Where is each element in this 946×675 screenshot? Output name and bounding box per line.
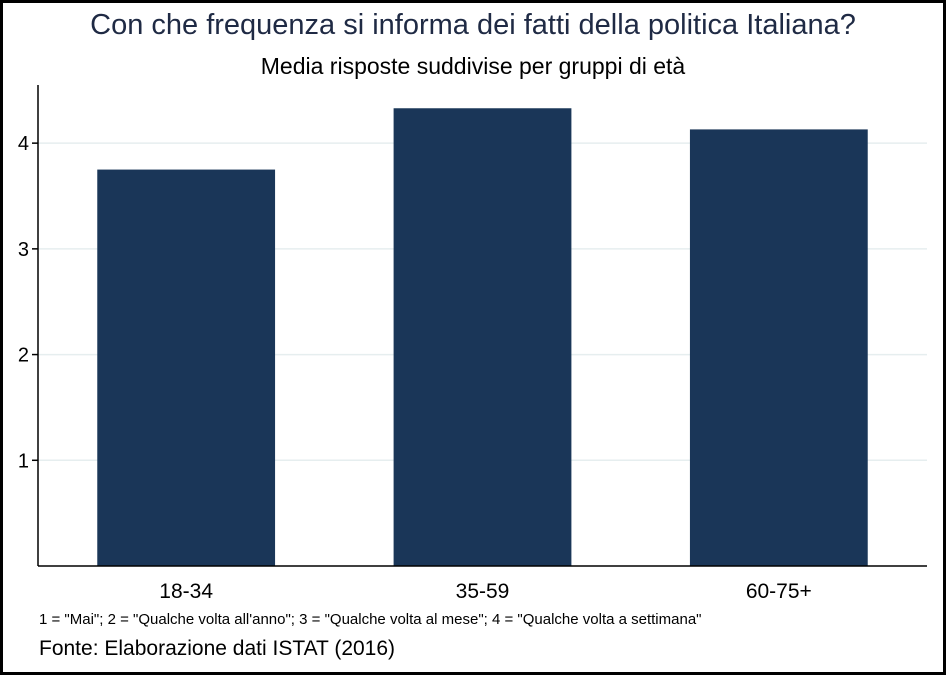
chart-title: Con che frequenza si informa dei fatti d…: [90, 9, 856, 41]
bar-60-75+: [689, 129, 868, 566]
source-note: Fonte: Elaborazione dati ISTAT (2016): [39, 637, 396, 660]
y-tick-label-2: 2: [18, 345, 29, 367]
x-tick-label-35-59: 35-59: [456, 580, 510, 603]
chart-subtitle: Media risposte suddivise per gruppi di e…: [260, 53, 686, 79]
x-tick-label-60-75+: 60-75+: [746, 580, 812, 603]
bar-35-59: [393, 108, 572, 566]
y-tick-label-4: 4: [18, 133, 29, 155]
bar-chart: 18-34 35-59 60-75+ 1 2 3 4: [18, 85, 927, 603]
y-tick-label-1: 1: [18, 450, 29, 472]
x-tick-label-18-34: 18-34: [159, 580, 213, 603]
y-tick-label-3: 3: [18, 239, 29, 261]
bar-18-34: [97, 169, 276, 567]
scale-note: 1 = "Mai"; 2 = "Qualche volta all'anno";…: [39, 611, 702, 628]
